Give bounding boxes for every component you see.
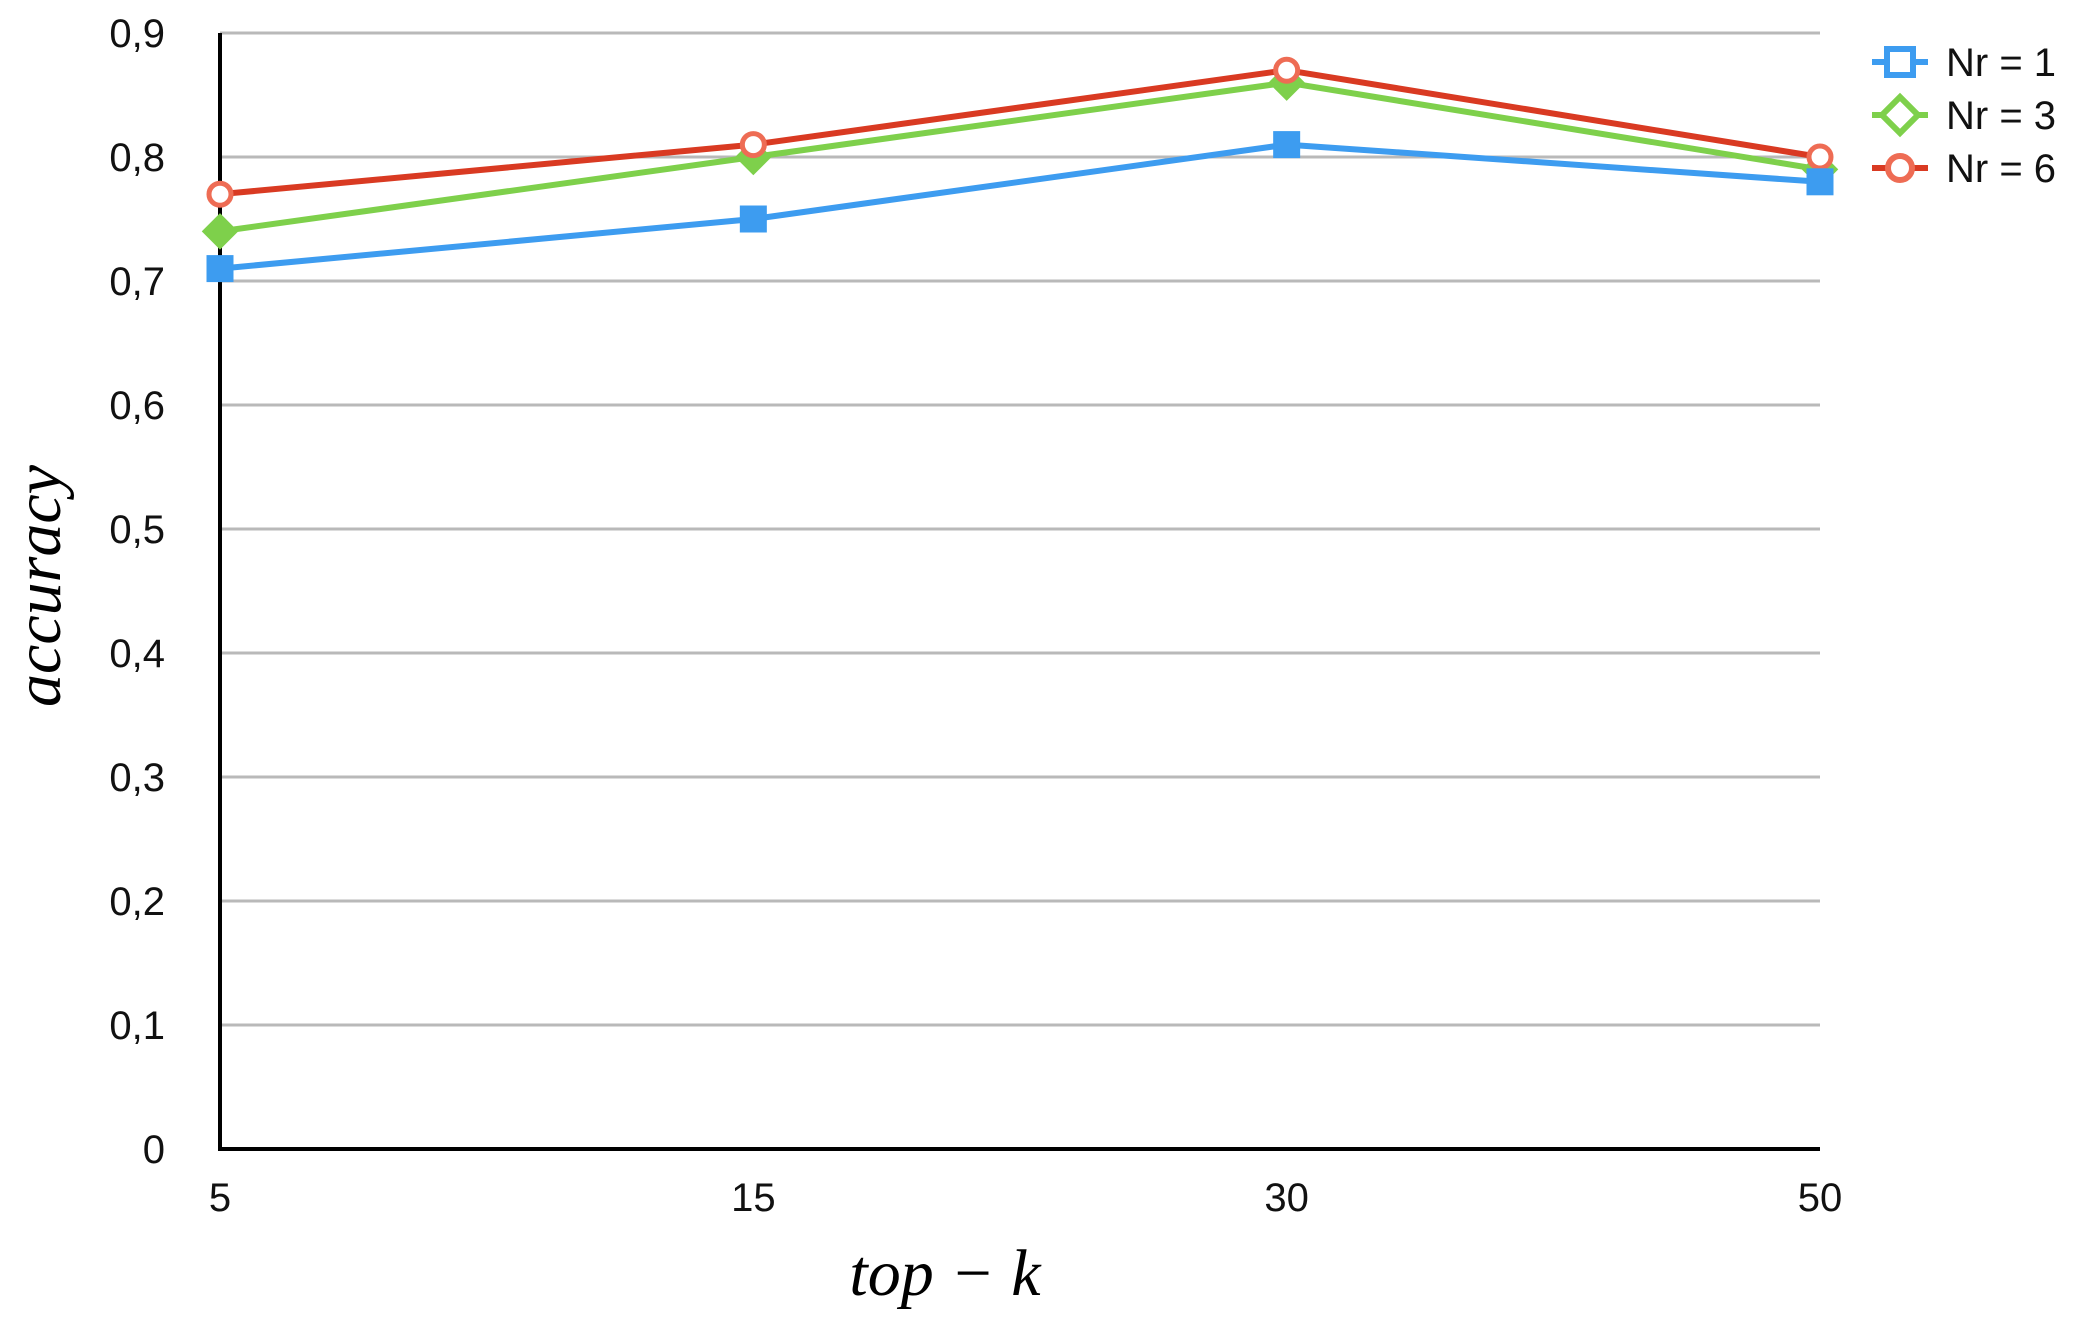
- y-tick-label: 0,8: [109, 136, 165, 180]
- y-tick-label: 0,9: [109, 12, 165, 56]
- x-tick-label: 30: [1264, 1176, 1309, 1220]
- x-tick-labels: 5 15 30 50: [209, 1176, 1842, 1220]
- y-tick-label: 0,2: [109, 880, 165, 924]
- x-tick-label: 15: [731, 1176, 776, 1220]
- series-line-nr-6: [219, 67, 1821, 198]
- x-tick-label: 5: [209, 1176, 231, 1220]
- series-line-nr-3: [219, 79, 1821, 235]
- legend-item: Nr = 6: [1872, 147, 2056, 191]
- legend-marker: [1884, 46, 1916, 78]
- legend-label: Nr = 6: [1946, 147, 2056, 191]
- series-line-nr-1: [219, 141, 1821, 272]
- series-markers: [201, 56, 1839, 283]
- data-point: [206, 255, 234, 283]
- legend-item: Nr = 3: [1872, 92, 2056, 138]
- data-point: [739, 131, 767, 159]
- y-tick-label: 0,6: [109, 384, 165, 428]
- series-lines: [219, 67, 1821, 272]
- legend: Nr = 1 Nr = 3 Nr = 6: [1872, 41, 2056, 191]
- data-point: [739, 205, 767, 233]
- legend-marker: [1877, 92, 1923, 138]
- gridlines: [220, 31, 1820, 1027]
- y-tick-label: 0,7: [109, 260, 165, 304]
- data-point: [1273, 131, 1301, 159]
- y-tick-label: 0: [143, 1128, 165, 1172]
- y-axis-title: accuracy: [2, 464, 75, 707]
- data-point: [1806, 143, 1834, 171]
- y-tick-label: 0,5: [109, 508, 165, 552]
- y-tick-label: 0,1: [109, 1004, 165, 1048]
- y-tick-label: 0,3: [109, 756, 165, 800]
- data-point: [206, 180, 234, 208]
- data-point: [201, 213, 239, 250]
- legend-label: Nr = 3: [1946, 94, 2056, 138]
- y-tick-label: 0,4: [109, 632, 165, 676]
- y-tick-labels: 0 0,1 0,2 0,3 0,4 0,5 0,6 0,7 0,8 0,9: [109, 12, 165, 1172]
- x-tick-label: 50: [1798, 1176, 1843, 1220]
- data-point: [1273, 56, 1301, 84]
- x-axis-title: top − k: [849, 1237, 1042, 1310]
- legend-label: Nr = 1: [1946, 41, 2056, 85]
- legend-item: Nr = 1: [1872, 41, 2056, 85]
- legend-marker: [1885, 153, 1915, 183]
- data-point: [1806, 168, 1834, 196]
